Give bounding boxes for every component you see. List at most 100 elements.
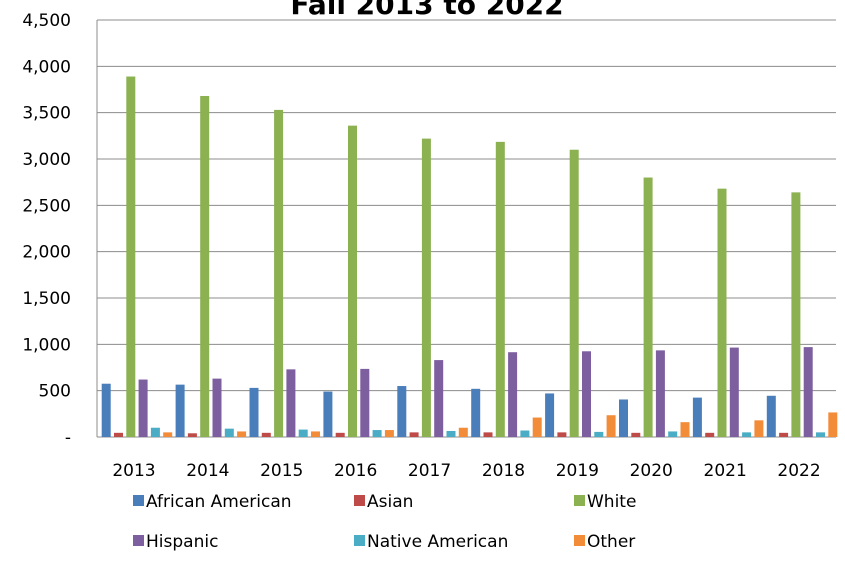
bar-asian-2021 <box>705 432 715 437</box>
legend-label: White <box>587 492 636 512</box>
bar-other-2021 <box>754 420 764 437</box>
bar-african-american-2014 <box>175 384 185 437</box>
y-tick-label: 3,000 <box>22 150 71 170</box>
x-tick-label: 2019 <box>556 461 599 481</box>
bar-white-2018 <box>495 141 505 437</box>
y-axis-ticks: - 500 1,000 1,500 2,000 2,500 3,000 3,500 4,000 4… <box>22 11 71 448</box>
legend-swatch <box>354 535 365 546</box>
bar-white-2014 <box>200 95 210 437</box>
bar-native-american-2020 <box>668 431 678 437</box>
y-tick-label: 4,500 <box>22 11 71 31</box>
chart-title: Fall 2013 to 2022 <box>290 0 563 21</box>
bar-african-american-2021 <box>692 397 702 437</box>
bar-white-2019 <box>569 149 579 437</box>
y-tick-label: 3,500 <box>22 104 71 124</box>
bar-other-2013 <box>163 432 173 437</box>
bar-native-american-2022 <box>816 432 825 437</box>
bar-white-2016 <box>348 125 357 437</box>
y-tick-label: 2,000 <box>22 243 71 263</box>
y-tick-label: 4,000 <box>22 57 71 77</box>
legend-label: Asian <box>367 492 413 512</box>
bar-asian-2019 <box>557 432 567 437</box>
bar-native-american-2015 <box>298 429 308 437</box>
bar-asian-2013 <box>114 432 123 437</box>
bar-african-american-2020 <box>619 399 628 437</box>
bar-white-2013 <box>126 76 136 437</box>
bar-other-2015 <box>311 431 320 437</box>
bar-other-2022 <box>828 412 838 437</box>
legend-label: Hispanic <box>146 532 218 552</box>
bar-other-2016 <box>384 430 394 437</box>
y-tick-label: 2,500 <box>22 196 71 216</box>
bar-other-2017 <box>458 427 468 437</box>
bars <box>101 76 838 438</box>
legend-item: Asian <box>354 492 413 512</box>
x-tick-label: 2013 <box>112 461 155 481</box>
bar-asian-2022 <box>779 432 789 437</box>
bar-asian-2017 <box>409 432 419 437</box>
bar-hispanic-2022 <box>803 347 813 437</box>
legend-item: Native American <box>354 532 508 552</box>
bar-white-2021 <box>717 188 727 437</box>
bar-hispanic-2018 <box>508 352 518 437</box>
legend-label: Other <box>587 532 635 552</box>
bar-native-american-2013 <box>150 427 160 437</box>
bar-hispanic-2013 <box>138 379 148 437</box>
bar-other-2018 <box>532 417 542 437</box>
y-tick-label: 1,500 <box>22 289 71 309</box>
bar-other-2020 <box>680 422 690 437</box>
bar-native-american-2016 <box>372 430 382 437</box>
bar-native-american-2017 <box>446 430 456 437</box>
legend-swatch <box>574 495 585 506</box>
x-tick-label: 2016 <box>334 461 377 481</box>
bar-african-american-2017 <box>397 386 407 437</box>
x-tick-label: 2018 <box>482 461 525 481</box>
bar-asian-2016 <box>335 432 345 437</box>
x-tick-label: 2020 <box>630 461 673 481</box>
x-axis-ticks: 2013 2014 2015 2016 2017 2018 2019 2020 2021 2022 <box>112 461 820 481</box>
legend-item: Other <box>574 532 635 552</box>
x-tick-label: 2017 <box>408 461 451 481</box>
bar-native-american-2021 <box>742 432 752 437</box>
legend-label: African American <box>146 492 292 512</box>
legend-item: Hispanic <box>133 532 218 552</box>
bar-asian-2020 <box>631 432 641 437</box>
bar-asian-2015 <box>261 432 271 437</box>
bar-hispanic-2015 <box>286 369 296 437</box>
y-tick-label: 1,000 <box>22 335 71 355</box>
bar-hispanic-2020 <box>655 350 665 437</box>
legend-swatch <box>354 495 365 506</box>
bar-other-2014 <box>237 431 247 437</box>
y-tick-label: - <box>65 428 71 448</box>
bar-native-american-2018 <box>520 430 530 437</box>
bar-african-american-2022 <box>766 395 776 437</box>
x-tick-label: 2014 <box>186 461 229 481</box>
y-tick-label: 500 <box>39 382 71 402</box>
x-tick-label: 2022 <box>777 461 820 481</box>
bar-african-american-2015 <box>249 387 259 437</box>
bar-asian-2014 <box>187 433 197 437</box>
bar-african-american-2019 <box>545 393 555 437</box>
legend-swatch <box>133 535 144 546</box>
bar-african-american-2018 <box>471 388 481 437</box>
bar-native-american-2019 <box>594 431 604 437</box>
bar-other-2019 <box>606 415 616 437</box>
legend-item: African American <box>133 492 292 512</box>
bar-hispanic-2016 <box>360 368 370 437</box>
bar-hispanic-2019 <box>582 351 591 437</box>
bar-native-american-2014 <box>224 428 234 437</box>
legend-item: White <box>574 492 636 512</box>
legend: African American Asian White Hispanic Native… <box>133 492 636 552</box>
bar-african-american-2016 <box>323 391 333 437</box>
legend-label: Native American <box>367 532 508 552</box>
bar-white-2015 <box>274 109 284 438</box>
bar-white-2017 <box>421 138 431 437</box>
bar-hispanic-2017 <box>434 360 444 437</box>
legend-swatch <box>574 535 585 546</box>
x-tick-label: 2021 <box>704 461 747 481</box>
legend-swatch <box>133 495 144 506</box>
bar-african-american-2013 <box>101 383 111 437</box>
bar-hispanic-2014 <box>212 378 222 437</box>
bar-asian-2018 <box>483 432 493 437</box>
